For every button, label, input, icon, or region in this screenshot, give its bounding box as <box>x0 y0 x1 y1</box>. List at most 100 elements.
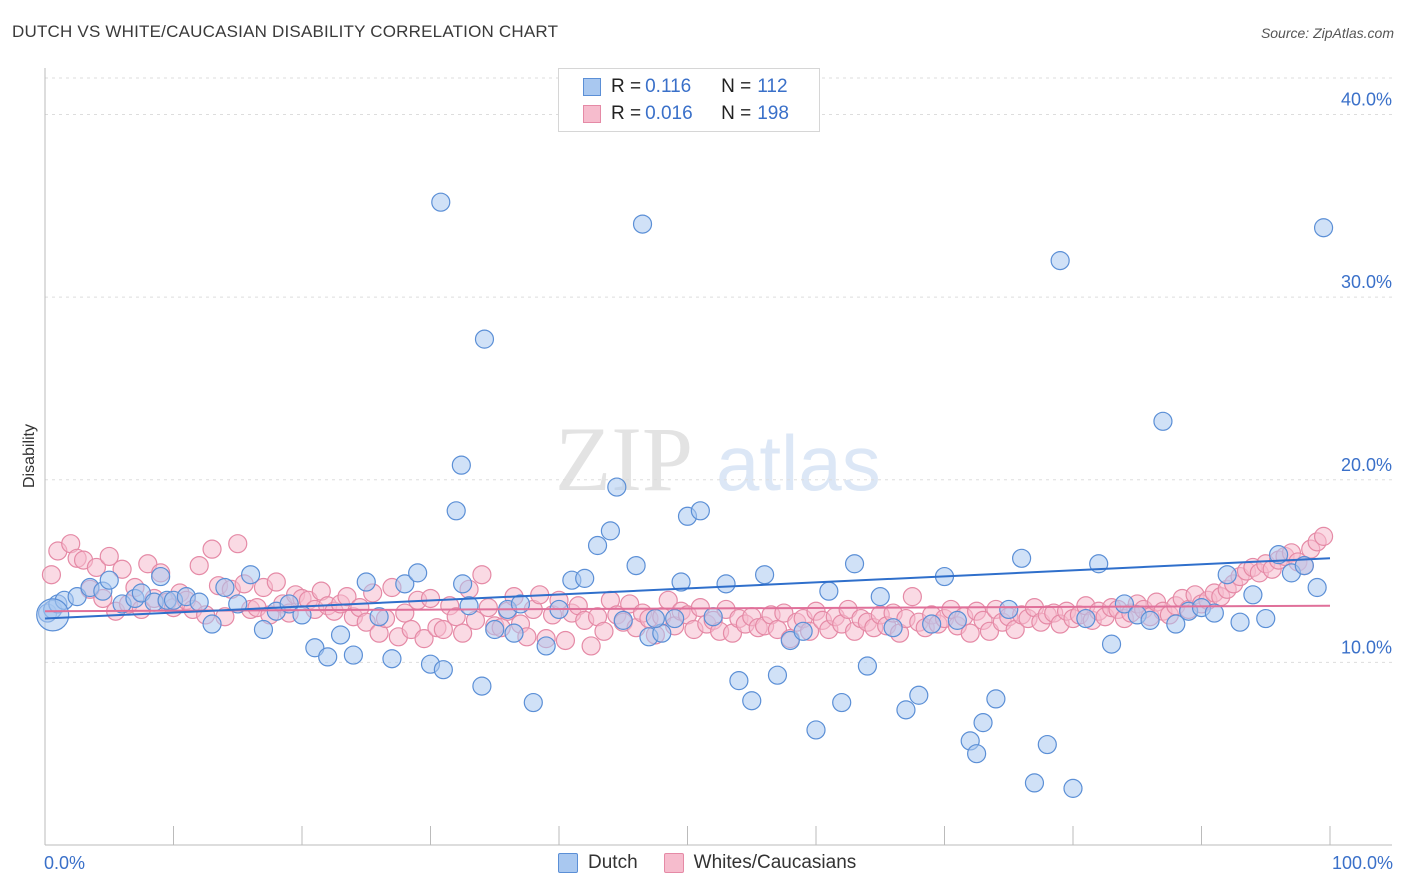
dutch-point-107 <box>1307 577 1327 598</box>
series-legend: Dutch Whites/Caucasians <box>558 852 882 874</box>
dutch-point-68 <box>819 581 839 601</box>
whites-r-label: R = <box>611 103 642 124</box>
y-axis-label: Disability <box>21 424 38 488</box>
dutch-point-74 <box>896 700 916 720</box>
whites-trend-line <box>44 604 1331 613</box>
watermark-zip: ZIP <box>555 408 693 510</box>
dutch-point-113 <box>645 608 665 629</box>
dutch-point-91 <box>1101 634 1122 654</box>
whites-point-6 <box>86 557 107 578</box>
whites-point-83 <box>581 636 601 656</box>
dutch-point-94 <box>1140 610 1160 630</box>
whites-swatch <box>583 105 601 123</box>
series-whites-points <box>41 526 1334 656</box>
dutch-point-80 <box>967 744 987 764</box>
y-tick-label-2: 30.0% <box>1341 272 1392 292</box>
whites-point-66 <box>472 565 492 585</box>
dutch-point-52 <box>626 555 646 576</box>
whites-point-24 <box>202 539 222 559</box>
dutch-point-64 <box>767 665 788 685</box>
whites-point-28 <box>228 534 248 554</box>
dutch-point-51 <box>613 610 633 630</box>
dutch-point-108 <box>1313 218 1334 238</box>
dutch-point-7 <box>99 570 119 590</box>
legend-row-whites: R = 0.016 N = 198 <box>583 102 789 126</box>
dutch-point-114 <box>504 623 524 643</box>
dutch-point-23 <box>279 594 299 614</box>
dutch-point-31 <box>382 649 402 669</box>
dutch-point-28 <box>343 645 363 665</box>
whites-point-54 <box>395 603 415 623</box>
dutch-point-67 <box>806 720 826 740</box>
dutch-point-36 <box>446 501 466 521</box>
dutch-r-label: R = <box>611 76 642 97</box>
dutch-point-12 <box>151 566 171 587</box>
whites-point-62 <box>446 607 466 627</box>
whites-r-value: 0.016 <box>645 103 693 124</box>
dutch-point-63 <box>754 565 775 585</box>
dutch-point-72 <box>870 587 890 607</box>
whites-point-79 <box>555 630 576 651</box>
dutch-n-label: N = <box>721 76 752 97</box>
dutch-point-44 <box>536 636 556 656</box>
dutch-point-32 <box>395 574 415 594</box>
dutch-point-61 <box>729 671 749 691</box>
dutch-point-110 <box>474 329 495 349</box>
source-label: Source: ZipAtlas.com <box>1260 25 1394 41</box>
dutch-point-101 <box>1230 612 1250 632</box>
whites-point-63 <box>453 623 473 643</box>
whites-point-133 <box>902 587 922 607</box>
whites-point-22 <box>189 555 209 576</box>
dutch-point-24 <box>292 605 312 625</box>
whites-point-60 <box>433 619 453 640</box>
whites-point-34 <box>266 572 286 592</box>
dutch-point-47 <box>575 568 595 588</box>
legend-whites-swatch <box>663 853 684 873</box>
whites-point-67 <box>478 597 498 618</box>
whites-n-value: 198 <box>757 103 789 124</box>
dutch-point-26 <box>318 647 338 667</box>
dutch-swatch <box>583 78 601 96</box>
dutch-point-111 <box>451 455 471 475</box>
whites-point-197 <box>1313 526 1334 546</box>
y-tick-label-3: 40.0% <box>1341 90 1392 110</box>
dutch-point-92 <box>1114 594 1135 614</box>
dutch-point-18 <box>215 577 235 598</box>
dutch-point-89 <box>1076 608 1096 629</box>
watermark-atlas: atlas <box>716 419 881 507</box>
dutch-point-62 <box>742 691 762 711</box>
dutch-point-37 <box>453 574 473 594</box>
dutch-point-75 <box>909 685 929 705</box>
dutch-point-81 <box>973 713 993 733</box>
dutch-point-58 <box>690 501 710 521</box>
dutch-point-85 <box>1024 773 1045 793</box>
dutch-point-17 <box>202 614 222 634</box>
axis-labels: 10.0% 20.0% 30.0% 40.0% 0.0% 100.0% Disability <box>21 90 1393 873</box>
y-tick-label-1: 20.0% <box>1341 455 1392 475</box>
dutch-point-103 <box>1256 608 1276 629</box>
watermark: ZIP atlas <box>555 408 881 510</box>
y-tick-label-0: 10.0% <box>1341 637 1392 657</box>
dutch-point-112 <box>632 214 653 234</box>
dutch-point-16 <box>189 592 209 612</box>
dutch-trend-line <box>44 557 1331 620</box>
legend-dutch-swatch <box>558 853 578 873</box>
trend-lines <box>44 557 1331 620</box>
dutch-point-27 <box>330 625 351 645</box>
dutch-point-99 <box>1204 603 1224 623</box>
legend-dutch-label: Dutch <box>588 852 638 873</box>
whites-point-142 <box>960 623 980 643</box>
whites-point-58 <box>420 588 441 609</box>
dutch-point-95 <box>1153 411 1173 431</box>
dutch-point-48 <box>587 535 608 556</box>
dutch-point-73 <box>883 618 903 638</box>
chart-title: DUTCH VS WHITE/CAUCASIAN DISABILITY CORR… <box>12 22 559 41</box>
dutch-point-50 <box>607 477 627 497</box>
stats-legend: R = 0.116 N = 112 R = 0.016 N = 198 <box>558 68 820 132</box>
dutch-point-109 <box>431 192 451 212</box>
legend-item-dutch: Dutch <box>558 852 638 874</box>
dutch-point-21 <box>253 619 274 640</box>
whites-point-8 <box>99 546 119 567</box>
whites-point-85 <box>594 621 614 641</box>
dutch-point-39 <box>472 676 492 696</box>
